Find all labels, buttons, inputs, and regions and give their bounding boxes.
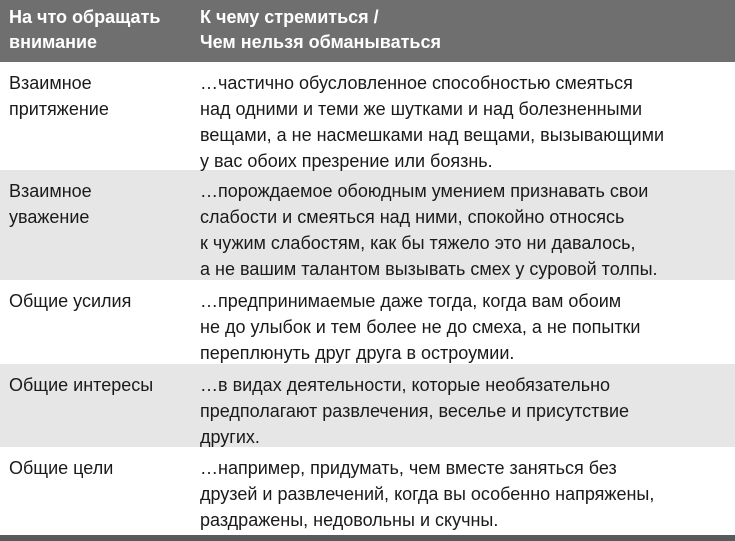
row-description: …например, придумать, чем вместе занятьс…: [200, 455, 735, 535]
text-line: …предпринимаемые даже тогда, когда вам о…: [200, 291, 622, 311]
text-line: предполагают развлечения, веселье и прис…: [200, 401, 630, 421]
table-row: Взаимное уважение …порождаемое обоюдным ум…: [0, 170, 735, 280]
text-line: …в видах деятельности, которые необязате…: [200, 375, 611, 395]
text-line: других.: [200, 427, 260, 447]
row-label: Взаимное уважение: [0, 178, 200, 280]
text-line: а не вашим талантом вызывать смех у суро…: [200, 259, 658, 279]
table-header: На что обращать внимание К чему стремить…: [0, 0, 735, 62]
text-line: Общие цели: [9, 458, 114, 478]
text-line: над одними и теми же шутками и над болез…: [200, 99, 642, 119]
text-line: друзей и развлечений, когда вы особенно …: [200, 484, 655, 504]
text-line: раздражены, недовольны и скучны.: [200, 510, 499, 530]
row-description: …порождаемое обоюдным умением признавать…: [200, 178, 735, 280]
bottom-rule: [0, 535, 735, 541]
header-text: На что обращать: [9, 7, 161, 27]
text-line: притяжение: [9, 99, 109, 119]
table-row: Общие цели …например, придумать, чем вмес…: [0, 447, 735, 535]
text-line: Взаимное: [9, 73, 92, 93]
text-line: уважение: [9, 207, 90, 227]
text-line: переплюнуть друг друга в остроумии.: [200, 343, 515, 363]
text-line: у вас обоих презрение или боязнь.: [200, 151, 493, 171]
header-text: внимание: [9, 32, 98, 52]
text-line: …частично обусловленное способностью сме…: [200, 73, 633, 93]
text-line: Взаимное: [9, 181, 92, 201]
text-line: вещами, а не насмешками над вещами, вызы…: [200, 125, 665, 145]
text-line: Общие интересы: [9, 375, 154, 395]
table-row: Взаимное притяжение …частично обусловленно…: [0, 62, 735, 171]
text-line: не до улыбок и тем более не до смеха, а …: [200, 317, 641, 337]
table-row: Общие усилия …предпринимаемые даже тогда,…: [0, 280, 735, 364]
row-label: Общие интересы: [0, 372, 200, 447]
header-col-2: К чему стремиться / Чем нельзя обманыват…: [200, 5, 735, 62]
header-text: К чему стремиться /: [200, 7, 379, 27]
table-row: Общие интересы …в видах деятельности, кот…: [0, 364, 735, 447]
row-label: Общие цели: [0, 455, 200, 535]
header-col-1: На что обращать внимание: [0, 5, 200, 62]
header-text: Чем нельзя обманываться: [200, 32, 442, 52]
row-description: …предпринимаемые даже тогда, когда вам о…: [200, 288, 735, 364]
text-line: …например, придумать, чем вместе занятьс…: [200, 458, 617, 478]
text-line: слабости и смеяться над ними, спокойно о…: [200, 207, 625, 227]
row-description: …в видах деятельности, которые необязате…: [200, 372, 735, 447]
text-line: Общие усилия: [9, 291, 132, 311]
row-description: …частично обусловленное способностью сме…: [200, 70, 735, 171]
row-label: Взаимное притяжение: [0, 70, 200, 170]
text-line: к чужим слабостям, как бы тяжело это ни …: [200, 233, 636, 253]
row-label: Общие усилия: [0, 288, 200, 364]
text-line: …порождаемое обоюдным умением признавать…: [200, 181, 649, 201]
